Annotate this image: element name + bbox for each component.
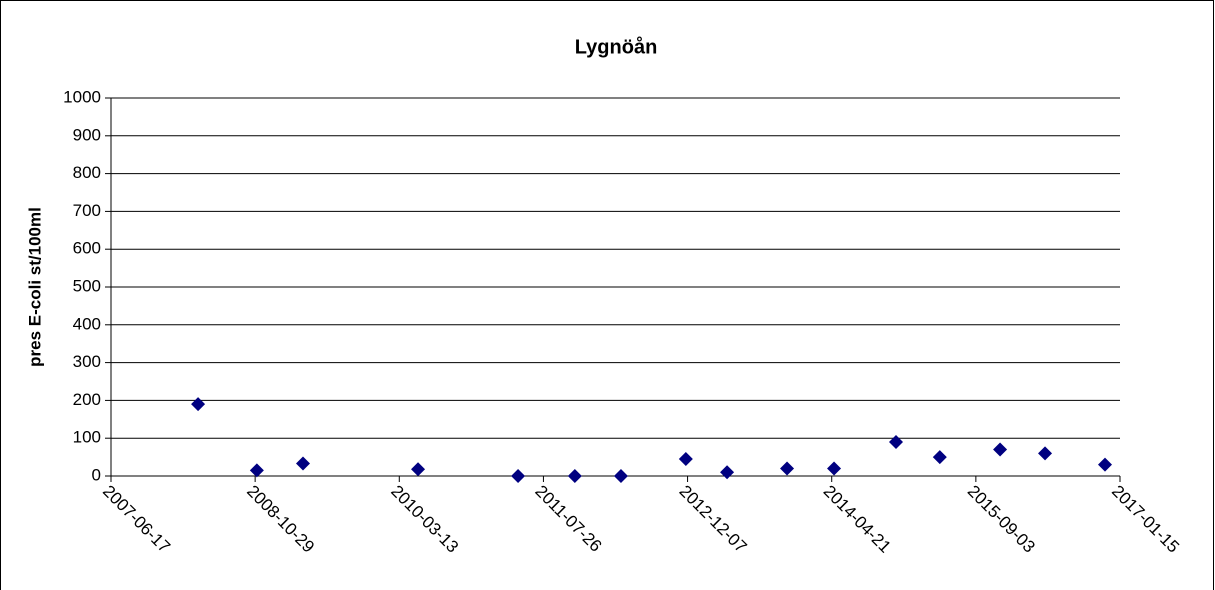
y-tick-label: 800 <box>73 163 101 182</box>
data-point <box>411 462 426 477</box>
y-tick-label: 500 <box>73 276 101 295</box>
data-point <box>780 461 795 476</box>
y-axis-label: pres E-coli st/100ml <box>25 207 44 367</box>
data-point <box>1038 446 1053 461</box>
chart-title: Lygnöån <box>575 35 658 58</box>
y-tick-label: 1000 <box>63 87 101 106</box>
data-point <box>827 461 842 476</box>
data-point <box>249 463 264 478</box>
data-point <box>720 465 735 480</box>
data-point <box>889 434 904 449</box>
y-tick-label: 900 <box>73 125 101 144</box>
y-tick-label: 700 <box>73 201 101 220</box>
y-tick-label: 100 <box>73 428 101 447</box>
data-point <box>993 442 1008 457</box>
data-point <box>613 469 628 483</box>
y-tick-label: 400 <box>73 314 101 333</box>
y-tick-label: 0 <box>92 465 101 484</box>
data-point <box>678 451 693 466</box>
data-point <box>567 469 582 483</box>
data-point <box>932 450 947 465</box>
data-point <box>511 469 526 483</box>
data-point <box>191 397 206 412</box>
y-tick-label: 600 <box>73 239 101 258</box>
data-point <box>295 456 310 471</box>
y-tick-label: 300 <box>73 352 101 371</box>
y-tick-label: 200 <box>73 390 101 409</box>
data-point <box>1098 457 1113 472</box>
